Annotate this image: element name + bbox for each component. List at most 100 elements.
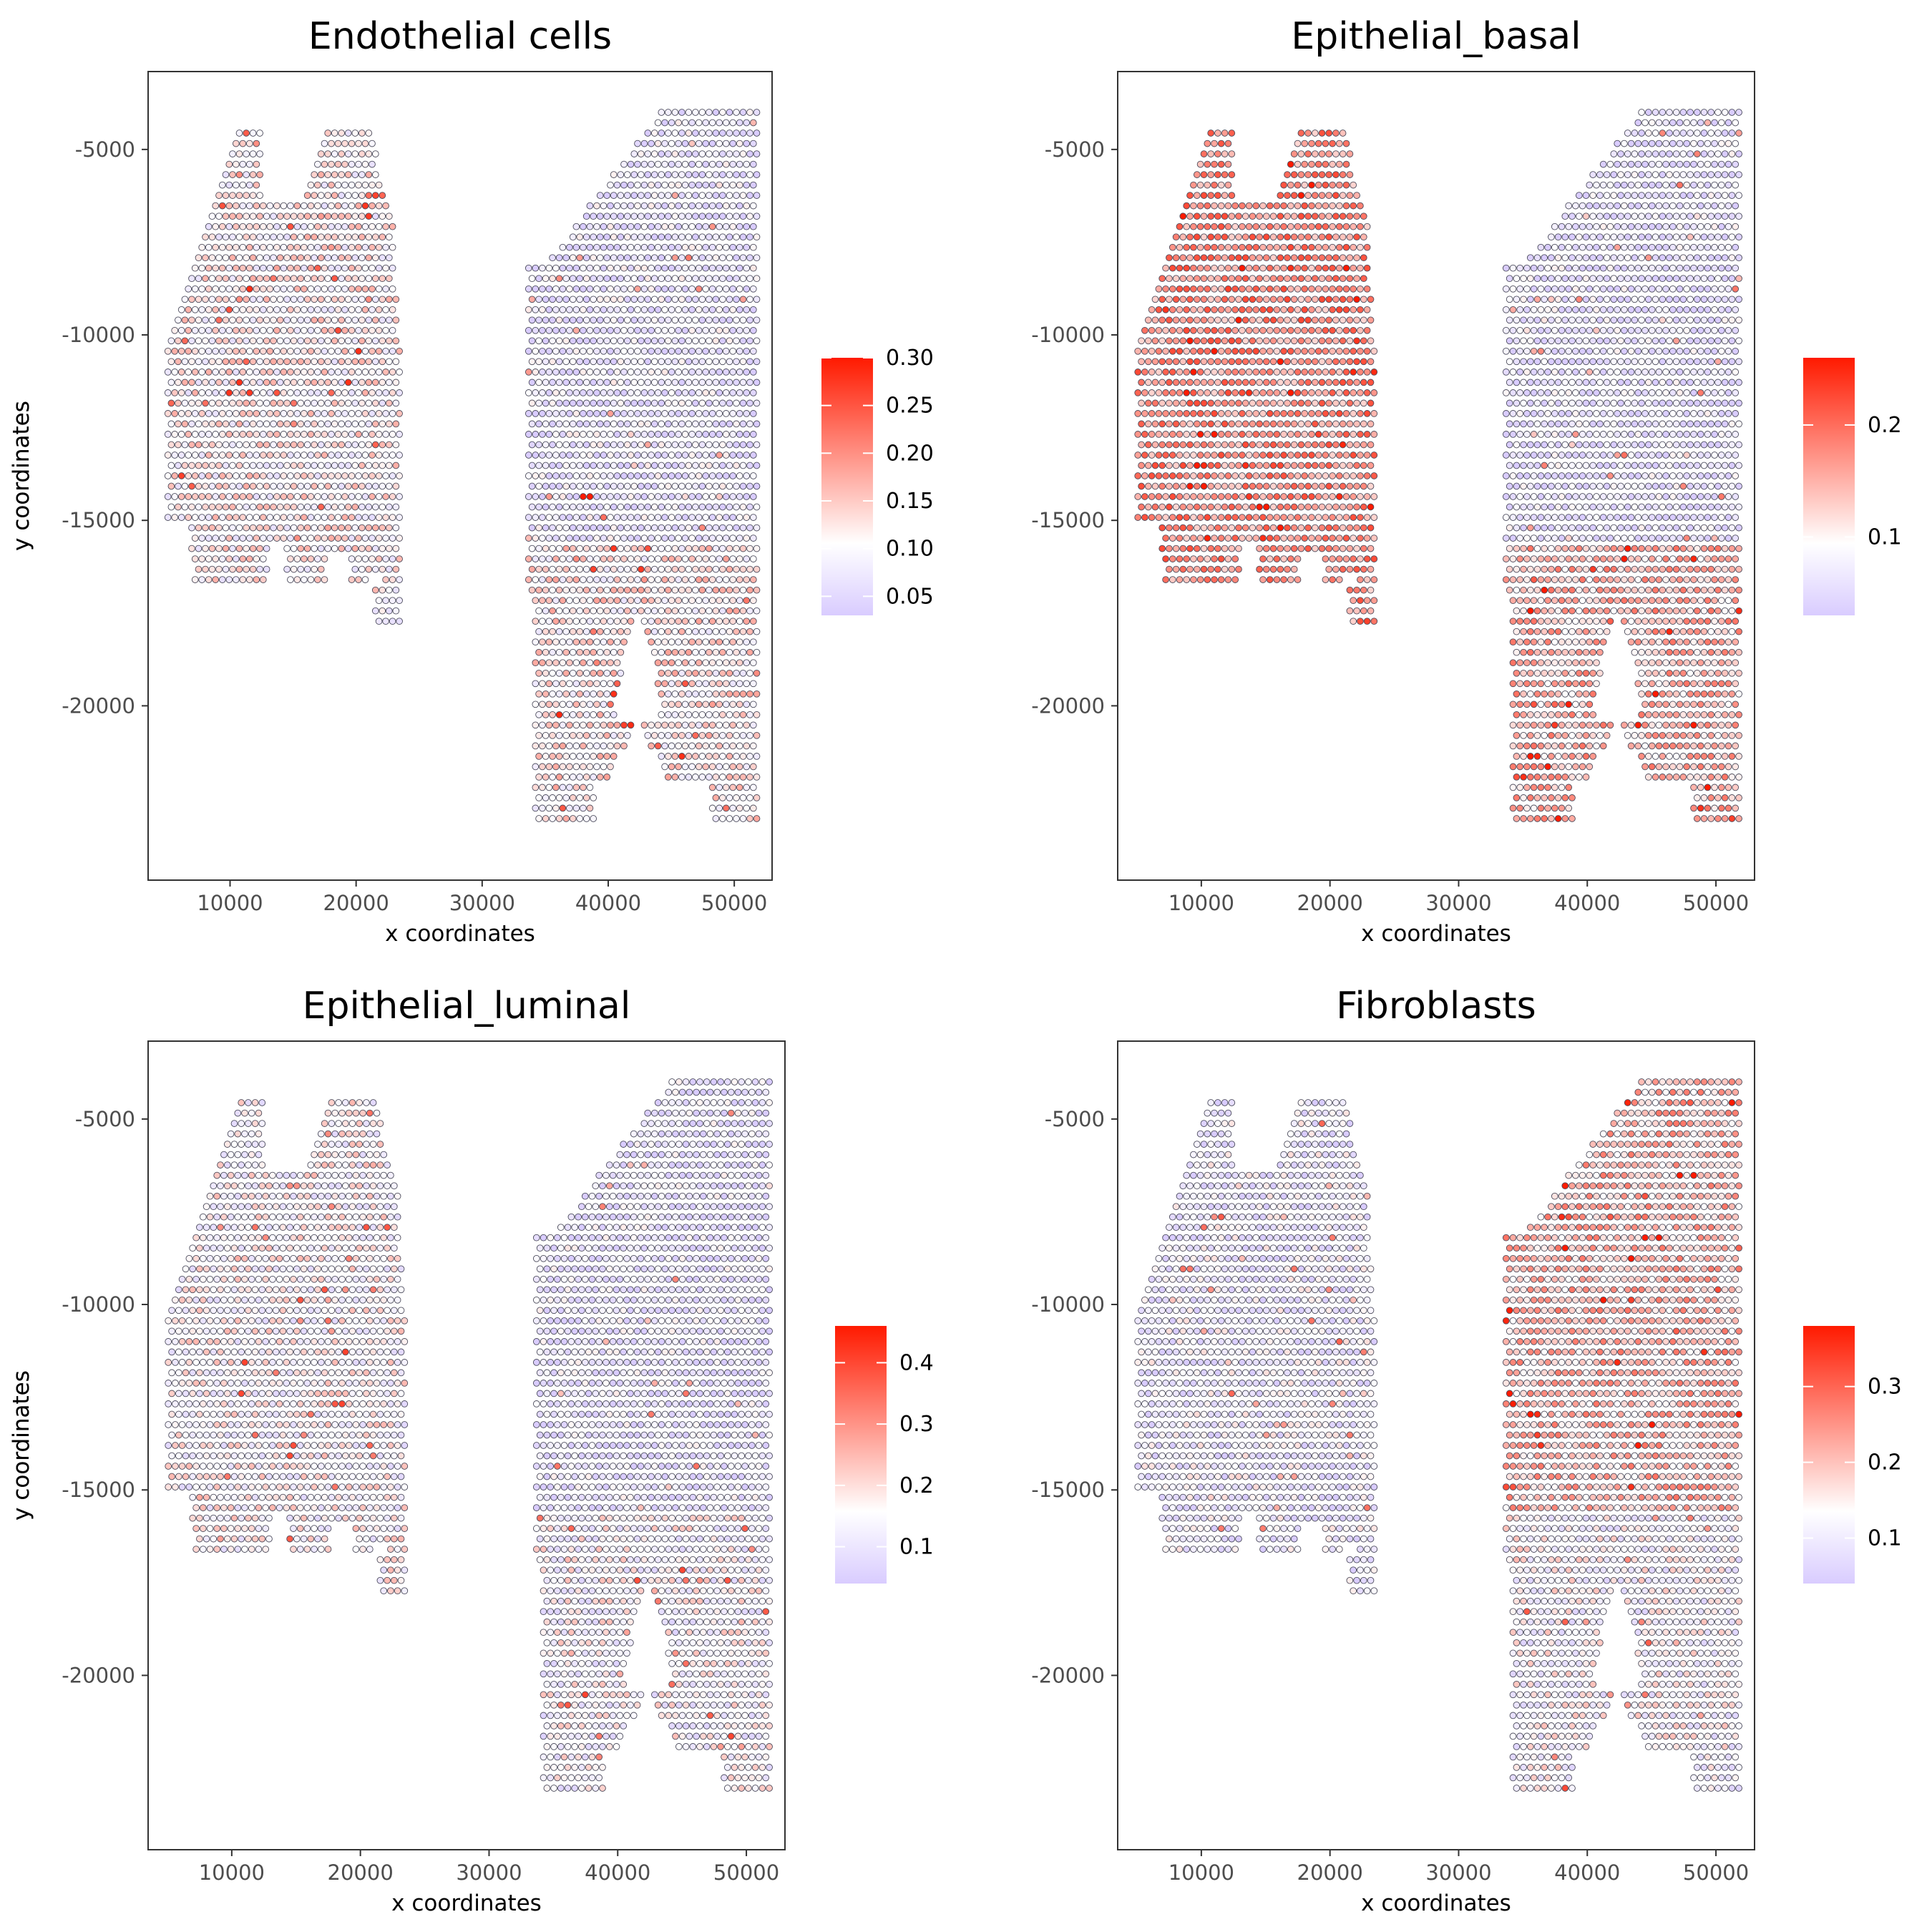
data-point [706,753,713,760]
data-point [586,701,594,708]
data-point [678,711,686,718]
data-point [208,337,216,345]
data-point [1151,379,1159,386]
data-point [685,565,693,573]
data-point [542,482,550,490]
data-point [249,503,257,511]
data-point [681,431,689,438]
data-point [743,680,751,688]
data-point [355,160,362,168]
data-point [232,326,240,334]
data-point [198,264,206,272]
data-point [317,462,325,469]
data-point [1367,296,1375,303]
data-point [1509,285,1517,293]
data-point [1183,202,1191,210]
data-point [365,482,373,490]
data-point [596,233,604,241]
data-point [215,462,223,469]
data-point [1322,140,1330,147]
data-point [344,524,352,532]
data-point [746,296,753,303]
data-point [1506,275,1513,283]
data-point [749,742,757,750]
data-point [719,711,726,718]
data-point [613,638,621,646]
data-point [532,638,540,646]
data-point [1245,264,1253,272]
data-point [1648,223,1656,230]
data-point [1533,316,1541,324]
data-point [1690,347,1697,355]
data-point [1172,316,1180,324]
data-point [610,565,618,573]
data-point [542,711,550,718]
data-point [1329,160,1336,168]
data-point [726,420,733,428]
data-point [341,369,348,376]
data-point [371,441,379,449]
data-point [675,514,682,521]
data-point [749,285,757,293]
data-point [1634,223,1642,230]
data-point [596,524,604,532]
data-point [1301,181,1309,189]
data-point [344,192,352,199]
data-point [1134,410,1142,417]
data-point [1732,347,1740,355]
data-point [317,379,325,386]
data-point [650,524,658,532]
data-point [392,482,400,490]
data-point [328,223,335,230]
data-point [726,607,733,615]
data-point [1186,379,1194,386]
data-point [303,254,311,262]
data-point [177,514,185,521]
data-point [678,690,686,698]
data-point [1652,109,1659,116]
data-point [253,431,260,438]
data-point [1346,150,1354,157]
data-point [613,223,621,230]
data-point [658,399,665,407]
data-point [654,472,662,479]
data-point [600,555,608,562]
data-point [385,545,393,552]
data-point [736,140,743,147]
data-point [726,731,733,739]
data-point [290,503,298,511]
data-point [1697,223,1704,230]
data-point [654,389,662,396]
data-point [1353,337,1360,345]
data-point [572,410,580,417]
data-point [365,254,373,262]
data-point [225,264,233,272]
data-point [733,607,740,615]
data-point [297,254,305,262]
data-point [630,296,638,303]
data-point [229,482,236,490]
data-point [239,472,247,479]
data-point [1502,326,1510,334]
data-point [1506,296,1513,303]
data-point [562,774,570,781]
data-point [610,275,618,283]
data-point [1548,337,1555,345]
data-point [559,452,567,459]
data-point [1603,233,1611,241]
data-point [634,326,641,334]
data-point [586,326,594,334]
data-point [256,192,263,199]
data-point [1655,410,1663,417]
data-point [341,285,348,293]
data-point [712,316,720,324]
data-point [218,243,226,251]
data-point [678,109,686,116]
data-point [678,648,686,656]
data-point [1711,160,1718,168]
data-point [1634,285,1642,293]
data-point [341,264,348,272]
data-point [613,721,621,729]
data-point [191,410,199,417]
data-point [637,171,645,178]
